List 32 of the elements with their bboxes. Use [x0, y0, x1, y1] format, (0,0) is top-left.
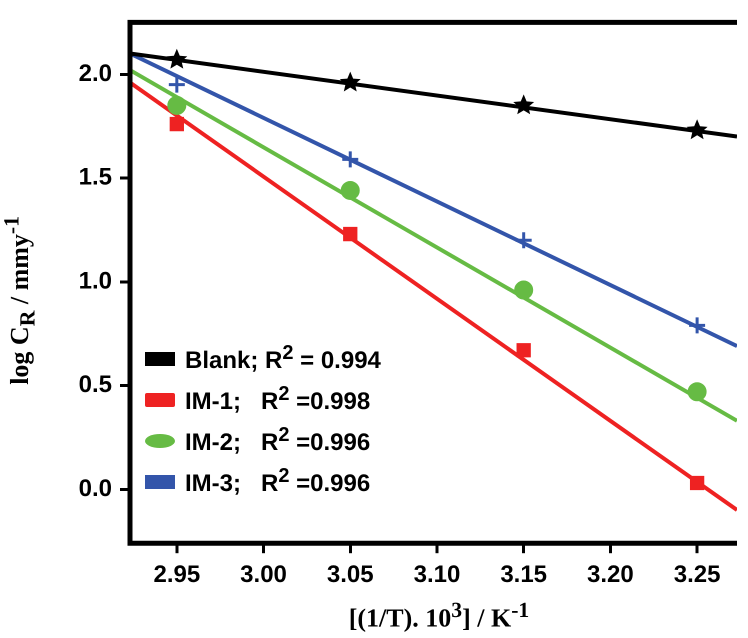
legend-label: IM-2; R$^{2}$ =0.996: [185, 424, 370, 457]
x-tick-label: 2.95: [153, 561, 200, 588]
y-tick-label: 1.0: [78, 267, 112, 294]
point: [340, 150, 360, 169]
point: [167, 96, 186, 115]
x-tick-label: 3.25: [674, 561, 720, 588]
y-tick-label: 2.0: [78, 60, 112, 87]
y-tick-label: 0.5: [78, 371, 112, 398]
point: [514, 230, 534, 250]
x-tick-label: 3.00: [240, 561, 287, 588]
point: [343, 226, 358, 242]
point: [516, 343, 531, 358]
legend-label: IM-1; R$^{2}$ =0.998: [185, 383, 370, 416]
point: [513, 94, 534, 114]
point: [170, 116, 184, 132]
legend-label: IM-3; R$^{2}$ =0.996: [185, 465, 370, 498]
point: [340, 180, 360, 200]
point: [340, 72, 361, 92]
x-tick-label: 3.15: [500, 561, 548, 588]
y-tick-label: 1.5: [78, 164, 112, 191]
point: [514, 280, 534, 300]
y-tick-label: 0.0: [78, 474, 112, 502]
x-tick-label: 3.10: [414, 561, 460, 588]
x-axis-title: [(1/T). 10$^{3}$] / K$^{-1}$: [348, 598, 530, 634]
x-tick-label: 3.05: [326, 561, 374, 588]
point: [166, 48, 188, 69]
legend-label: Blank; R$^{2}$ = 0.994: [185, 342, 381, 375]
point: [688, 316, 707, 335]
point: [688, 382, 707, 402]
point: [690, 476, 704, 490]
point: [686, 119, 708, 140]
x-tick-label: 3.20: [587, 561, 634, 588]
